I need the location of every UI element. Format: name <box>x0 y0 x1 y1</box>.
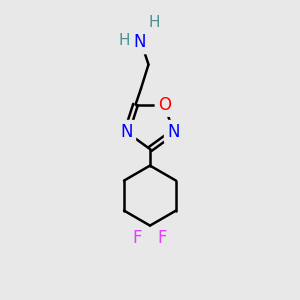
Text: O: O <box>158 96 171 114</box>
Text: F: F <box>158 229 167 247</box>
Text: N: N <box>133 33 146 51</box>
Text: F: F <box>133 229 142 247</box>
Text: H: H <box>119 33 130 48</box>
Text: N: N <box>167 123 180 141</box>
Text: H: H <box>149 15 160 30</box>
Text: N: N <box>120 123 133 141</box>
